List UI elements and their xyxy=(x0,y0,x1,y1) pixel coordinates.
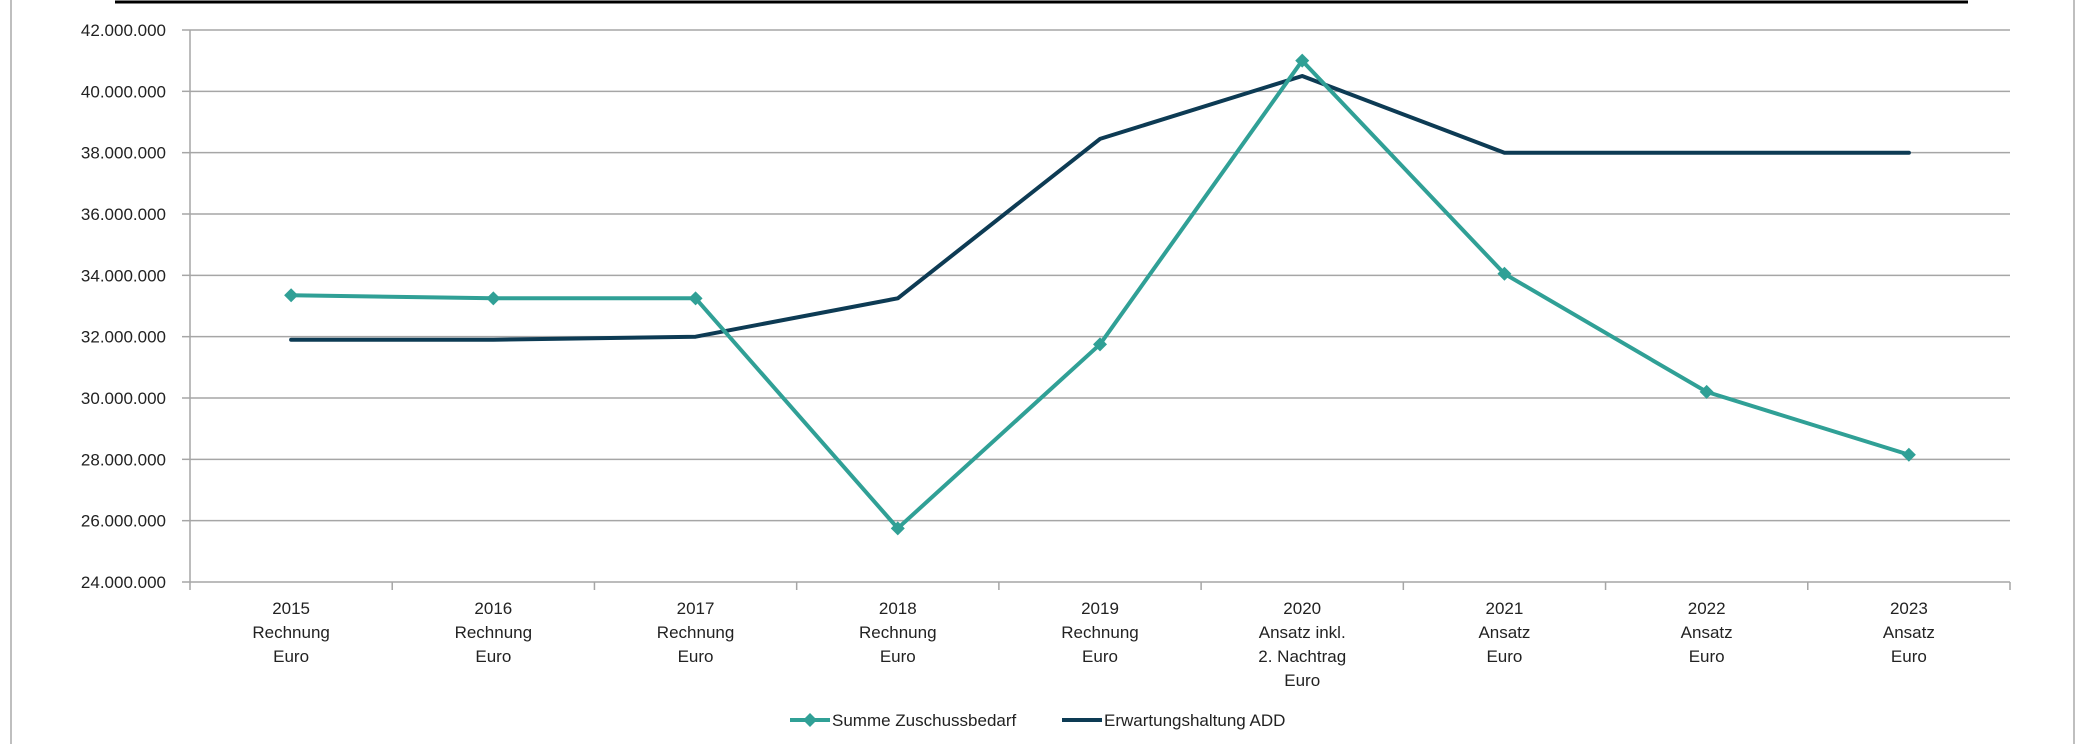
x-tick-label-line: Euro xyxy=(273,647,309,666)
data-point-marker xyxy=(1699,384,1714,399)
legend: Summe Zuschussbedarf Erwartungshaltung AD… xyxy=(790,711,1285,730)
x-tick-label-line: Euro xyxy=(1082,647,1118,666)
x-tick-label-line: Euro xyxy=(1891,647,1927,666)
gridlines xyxy=(190,29,2010,522)
y-tick-label: 26.000.000 xyxy=(81,512,166,531)
x-tick-label: 2016 Rechnung Euro xyxy=(455,599,533,666)
x-tick-label-line: Ansatz inkl. xyxy=(1259,623,1346,642)
x-tick-label-line: Rechnung xyxy=(657,623,735,642)
y-tick-label: 32.000.000 xyxy=(81,328,166,347)
y-tick-label: 38.000.000 xyxy=(81,144,166,163)
x-tick-label-line: Rechnung xyxy=(455,623,533,642)
x-tick-label: 2021 Ansatz Euro xyxy=(1478,599,1530,666)
axes: 24.000.000 26.000.000 28.000.000 30.000.000… xyxy=(81,21,2011,690)
y-tick-label: 36.000.000 xyxy=(81,205,166,224)
y-tick-label: 30.000.000 xyxy=(81,389,166,408)
x-tick-label-line: 2015 xyxy=(272,599,310,618)
x-tick-label-line: Euro xyxy=(880,647,916,666)
x-tick-label: 2019 Rechnung Euro xyxy=(1061,599,1139,666)
y-tick-label: 42.000.000 xyxy=(81,21,166,40)
x-tick-label: 2023 Ansatz Euro xyxy=(1883,599,1935,666)
x-tick-label-line: 2021 xyxy=(1486,599,1524,618)
x-tick-label-line: Rechnung xyxy=(859,623,937,642)
x-tick-label-line: 2019 xyxy=(1081,599,1119,618)
x-tick-label-line: Ansatz xyxy=(1478,623,1530,642)
legend-label: Erwartungshaltung ADD xyxy=(1104,711,1285,730)
series-line xyxy=(289,74,1911,342)
x-tick-label-line: Euro xyxy=(475,647,511,666)
data-point-marker xyxy=(1093,337,1107,352)
data-point-marker xyxy=(284,288,299,303)
y-tick-label: 34.000.000 xyxy=(81,266,166,285)
x-tick-label-line: Euro xyxy=(678,647,714,666)
data-point-marker xyxy=(688,291,703,306)
y-tick-label: 28.000.000 xyxy=(81,450,166,469)
x-tick-label-line: 2022 xyxy=(1688,599,1726,618)
y-tick-label: 24.000.000 xyxy=(81,573,166,592)
x-tick-label-line: 2018 xyxy=(879,599,917,618)
x-tick-label-line: 2023 xyxy=(1890,599,1928,618)
series-lines xyxy=(284,53,1916,536)
x-tick-label-line: Ansatz xyxy=(1681,623,1733,642)
x-tick-label: 2022 Ansatz Euro xyxy=(1681,599,1733,666)
x-tick-label-line: Euro xyxy=(1486,647,1522,666)
x-tick-label-line: 2017 xyxy=(677,599,715,618)
x-tick-label-line: Euro xyxy=(1284,671,1320,690)
data-point-marker xyxy=(1497,266,1512,281)
x-tick-label-line: 2016 xyxy=(474,599,512,618)
y-tick-label: 40.000.000 xyxy=(81,82,166,101)
x-tick-label: 2015 Rechnung Euro xyxy=(252,599,330,666)
data-point-marker xyxy=(890,521,905,536)
x-tick-label-line: 2020 xyxy=(1283,599,1321,618)
x-tick-label-line: Rechnung xyxy=(1061,623,1139,642)
data-point-marker xyxy=(1295,53,1310,68)
legend-marker xyxy=(803,713,817,727)
data-point-marker xyxy=(486,291,501,306)
x-tick-label: 2020 Ansatz inkl. 2. Nachtrag Euro xyxy=(1258,599,1346,690)
x-tick-label-line: Ansatz xyxy=(1883,623,1935,642)
chart-frame xyxy=(10,0,2075,749)
x-tick-label: 2018 Rechnung Euro xyxy=(859,599,937,666)
x-tick-label: 2017 Rechnung Euro xyxy=(657,599,735,666)
x-tick-label-line: 2. Nachtrag xyxy=(1258,647,1346,666)
x-tick-label-line: Euro xyxy=(1689,647,1725,666)
legend-label: Summe Zuschussbedarf xyxy=(832,711,1017,730)
x-tick-label-line: Rechnung xyxy=(252,623,330,642)
data-point-marker xyxy=(1901,447,1916,462)
